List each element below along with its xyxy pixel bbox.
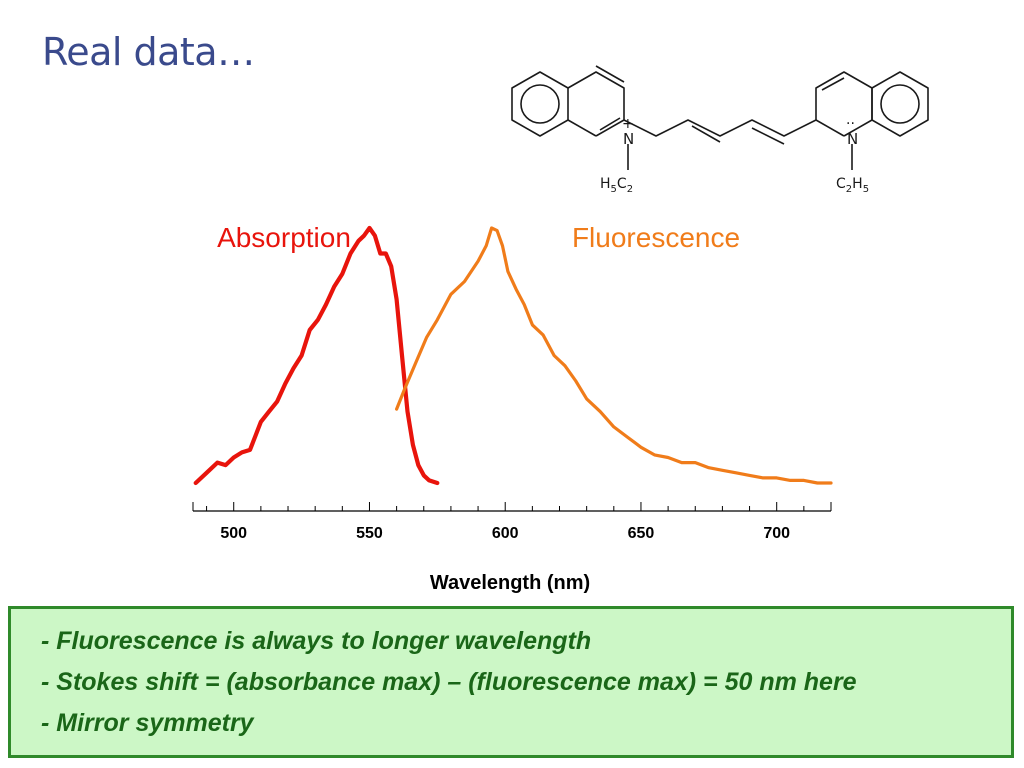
x-tick-label: 600 <box>492 525 519 542</box>
right-nitrogen: N <box>847 130 858 148</box>
x-tick-label: 700 <box>763 525 790 542</box>
left-ethyl-label: H5C2 <box>600 176 633 195</box>
series-label-fluorescence: Fluorescence <box>572 222 740 253</box>
right-aromatic-circle <box>880 84 920 124</box>
x-axis: 500 550 600 650 700 <box>192 502 832 542</box>
x-tick-label: 650 <box>628 525 655 542</box>
left-nitrogen: N <box>623 130 634 148</box>
right-benzene-ring <box>871 71 929 137</box>
left-plus-charge: + <box>622 116 634 132</box>
cyanine-dye-structure: + N ·· N H5C2 C2H5 <box>511 65 929 195</box>
x-tick-label: 500 <box>220 525 247 542</box>
x-tick-label: 550 <box>356 525 383 542</box>
spectrum-chart: Absorption Fluorescence 500 550 600 650 700 … <box>192 222 833 594</box>
slide-title: Real data… <box>42 30 255 74</box>
x-axis-label: Wavelength (nm) <box>430 572 590 594</box>
right-lone-pair: ·· <box>846 116 855 132</box>
right-ethyl-label: C2H5 <box>836 176 869 195</box>
series-line-absorption <box>193 225 440 486</box>
note-line: - Fluorescence is always to longer wavel… <box>41 627 592 655</box>
note-line: - Stokes shift = (absorbance max) – (flu… <box>41 668 857 696</box>
right-pyridine-ring <box>815 71 873 137</box>
methine-chain <box>623 119 817 137</box>
series-line-fluorescence <box>395 226 833 485</box>
note-line: - Mirror symmetry <box>41 709 254 737</box>
series-label-absorption: Absorption <box>217 222 351 253</box>
series-layer <box>193 225 833 486</box>
left-aromatic-circle <box>520 84 560 124</box>
notes-box: - Fluorescence is always to longer wavel… <box>8 606 1014 758</box>
left-pyridine-ring <box>567 71 625 137</box>
